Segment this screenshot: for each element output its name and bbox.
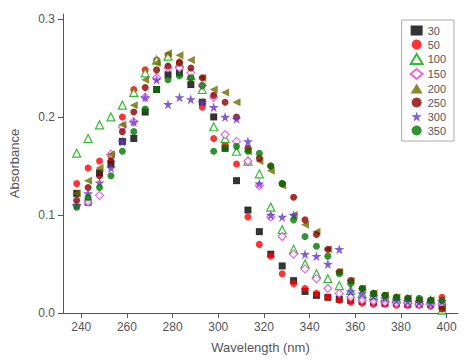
svg-text:50: 50 [428,39,440,51]
svg-text:300: 300 [208,320,228,334]
svg-text:30: 30 [428,25,440,37]
svg-text:250: 250 [428,97,446,109]
svg-text:Wavelength (nm): Wavelength (nm) [211,340,310,355]
svg-text:0.3: 0.3 [38,12,55,26]
svg-text:Absorbance: Absorbance [7,129,22,198]
svg-text:340: 340 [300,320,320,334]
svg-text:200: 200 [428,83,446,95]
svg-text:350: 350 [428,125,446,137]
svg-text:240: 240 [71,320,91,334]
svg-text:320: 320 [254,320,274,334]
svg-text:260: 260 [117,320,137,334]
svg-text:380: 380 [391,320,411,334]
svg-text:300: 300 [428,111,446,123]
svg-text:100: 100 [428,53,446,65]
svg-text:360: 360 [345,320,365,334]
svg-text:280: 280 [163,320,183,334]
svg-text:150: 150 [428,68,446,80]
svg-text:0.0: 0.0 [38,306,55,320]
svg-text:0.2: 0.2 [38,110,55,124]
svg-text:0.1: 0.1 [38,208,55,222]
svg-text:400: 400 [437,320,457,334]
